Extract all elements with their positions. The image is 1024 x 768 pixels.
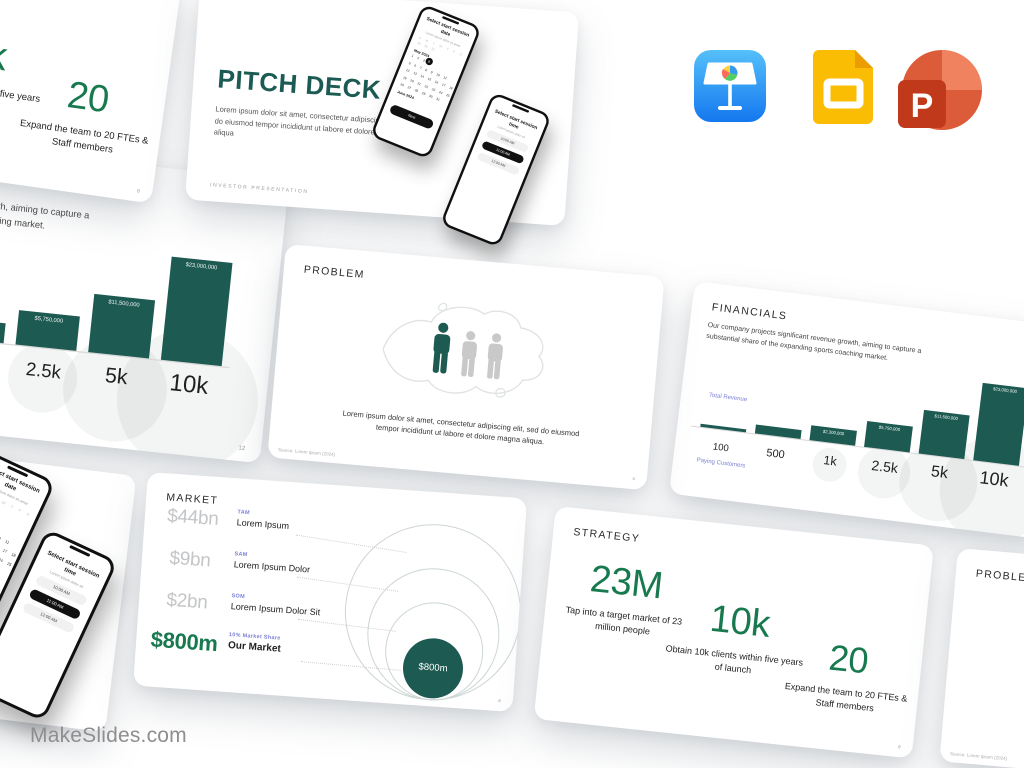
- market-label: Our Market: [227, 639, 282, 655]
- site-logo[interactable]: MakeSlides.com: [30, 724, 187, 747]
- person-icon: [461, 331, 478, 377]
- x-tick-label: 500: [765, 447, 786, 462]
- svg-text:P: P: [911, 87, 934, 125]
- person-icon-highlighted: [432, 322, 451, 374]
- slide-heading: STRATEGY: [572, 525, 641, 545]
- source-note: Source: Lorem Ipsum (2024): [277, 447, 336, 458]
- bar-5k: $11,500,000: [88, 293, 156, 359]
- market-value: $2bn: [165, 589, 209, 614]
- card-title-partial[interactable]: PITCH DECK Lorem ipsum dolor sit amet, c…: [0, 420, 137, 733]
- card-problem-partial[interactable]: PROBLEM Source: Lorem Ipsum (2024) 4: [939, 548, 1024, 768]
- phone-mockup-date: Select start session date Lorem ipsum do…: [369, 3, 482, 160]
- x-axis-label: Paying Customers: [696, 457, 746, 470]
- page-number: 12: [238, 444, 246, 452]
- phone-mockup-time: Select start session time Lorem ipsum do…: [439, 91, 552, 248]
- slide-heading: PROBLEM: [303, 263, 366, 281]
- source-note: Source: Lorem Ipsum (2024): [949, 751, 1008, 762]
- card-market[interactable]: MARKET $44bn TAM Lorem Ipsum $9bn SAM Lo…: [133, 472, 528, 712]
- bar-2point5k: $5,750,000: [864, 421, 913, 453]
- person-icon: [487, 333, 503, 380]
- card-title-slide[interactable]: PITCH DECK Lorem ipsum dolor sit amet, c…: [185, 0, 580, 248]
- next-button: Next: [388, 104, 435, 131]
- deck-footer: INVESTOR PRESENTATION: [209, 182, 309, 196]
- market-value: $9bn: [168, 547, 212, 572]
- market-value: $800m: [149, 626, 219, 657]
- map-outline: [382, 302, 544, 398]
- page-number: 8: [136, 188, 141, 194]
- page-number: 6: [498, 698, 502, 704]
- bar-5k: $11,500,000: [918, 409, 970, 460]
- page-number: 4: [632, 476, 636, 482]
- card-financials[interactable]: FINANCIALS Our company projects signific…: [668, 281, 1024, 540]
- stat-value: 20: [827, 636, 871, 682]
- page-number: 8: [897, 744, 901, 750]
- slide-heading: PROBLEM: [975, 567, 1024, 585]
- phone-notch: [69, 544, 91, 557]
- bar-1k: $2,300,000: [0, 316, 6, 344]
- bar-1k: $2,300,000: [809, 425, 857, 446]
- slide-heading: FINANCIALS: [711, 301, 788, 323]
- y-axis-label: Total Revenue: [708, 392, 748, 404]
- bar-10k: $23,000,000: [973, 382, 1024, 466]
- market-value: $44bn: [166, 505, 220, 531]
- x-tick-label: 1k: [0, 351, 2, 376]
- card-strategy-partial[interactable]: STRATEGY 23M Tap into a target market of…: [0, 0, 183, 204]
- stat-value: 10k: [707, 597, 772, 646]
- phone-screen-title: Select start session date: [0, 465, 41, 495]
- powerpoint-icon[interactable]: P: [892, 44, 984, 136]
- slide-description: Our company projects significant revenue…: [705, 321, 922, 362]
- deck-title: PITCH DECK: [216, 63, 383, 105]
- card-problem[interactable]: PROBLEM Lorem ipsum dolor sit amet, cons…: [267, 244, 665, 491]
- card-strategy[interactable]: STRATEGY 23M Tap into a target market of…: [533, 506, 934, 759]
- phone-notch: [511, 103, 530, 113]
- x-tick-label: 100: [712, 441, 730, 455]
- slide-body-text: Lorem ipsum dolor sit amet, consectetur …: [342, 408, 580, 447]
- bar-10k: $23,000,000: [160, 256, 233, 367]
- stat-value: 23M: [588, 558, 665, 608]
- market-label: Lorem Ipsum: [236, 516, 290, 531]
- google-slides-icon[interactable]: [812, 50, 874, 124]
- slide-heading: MARKET: [165, 491, 219, 507]
- keynote-icon[interactable]: [694, 50, 766, 122]
- bar-2point5k: $5,750,000: [15, 310, 80, 351]
